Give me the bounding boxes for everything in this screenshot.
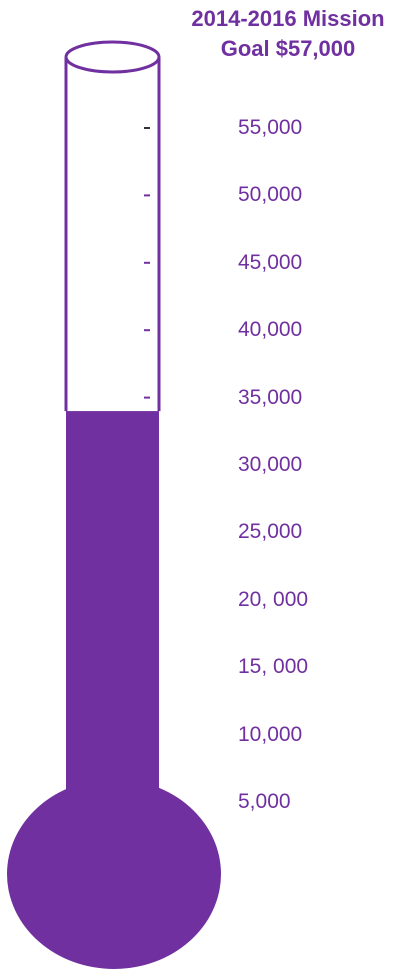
scale-label: 45,000: [238, 250, 303, 274]
scale-label: 15, 000: [238, 655, 309, 679]
thermometer-fill-level: [66, 411, 159, 830]
scale-label: 30,000: [238, 453, 303, 476]
scale-label: 20, 000: [238, 587, 309, 611]
scale-label: 40,000: [238, 318, 303, 342]
scale-label: 10,000: [238, 722, 303, 746]
goal-title-line-1: 2014-2016 Mission: [191, 6, 385, 31]
scale-ticks: [144, 127, 150, 399]
scale-label: 5,000: [238, 790, 291, 813]
scale-label: 25,000: [238, 520, 303, 544]
scale-label: 35,000: [238, 385, 303, 409]
scale-label: 55,000: [238, 116, 303, 139]
goal-title-line-2: Goal $57,000: [220, 36, 356, 61]
scale-label: 50,000: [238, 183, 303, 207]
thermometer-top-cap: [64, 40, 161, 74]
thermometer-bulb: [7, 779, 221, 969]
goal-title: 2014-2016 Mission Goal $57,000: [168, 4, 408, 64]
